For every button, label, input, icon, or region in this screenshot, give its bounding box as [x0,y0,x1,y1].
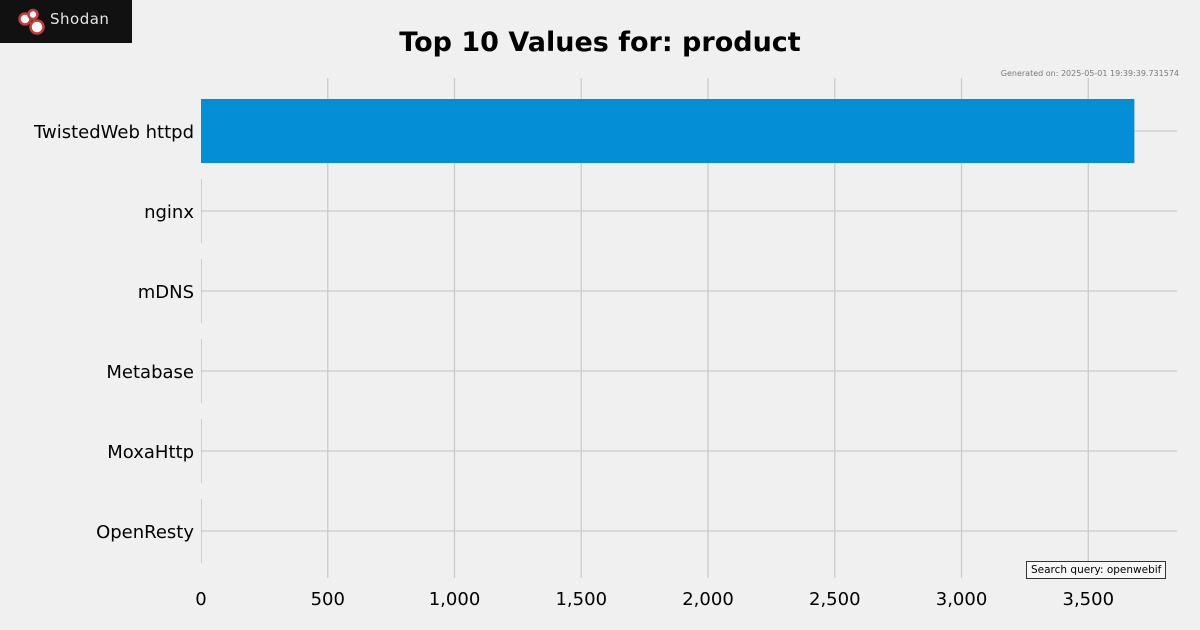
y-tick-label: MoxaHttp [107,442,194,463]
y-tick-label: nginx [144,202,194,223]
y-tick-label: TwistedWeb httpd [33,122,194,143]
y-tick-label: mDNS [138,282,194,303]
x-tick-label: 3,000 [936,589,988,610]
x-tick-label: 2,000 [682,589,734,610]
shodan-logo-icon [18,8,45,35]
logo-text: Shodan [50,10,110,28]
x-tick-label: 500 [311,589,345,610]
x-tick-label: 0 [195,589,206,610]
shodan-logo: Shodan [0,0,132,43]
y-tick-label: OpenResty [96,522,194,543]
x-tick-label: 1,000 [429,589,481,610]
x-tick-label: 2,500 [809,589,861,610]
bar [201,99,1135,163]
generated-timestamp: Generated on: 2025-05-01 19:39:39.731574 [1000,69,1179,78]
x-tick-label: 1,500 [555,589,607,610]
x-tick-label: 3,500 [1063,589,1115,610]
y-tick-label: Metabase [106,362,194,383]
chart-title: Top 10 Values for: product [399,27,801,58]
search-query-box: Search query: openwebif [1026,561,1167,579]
